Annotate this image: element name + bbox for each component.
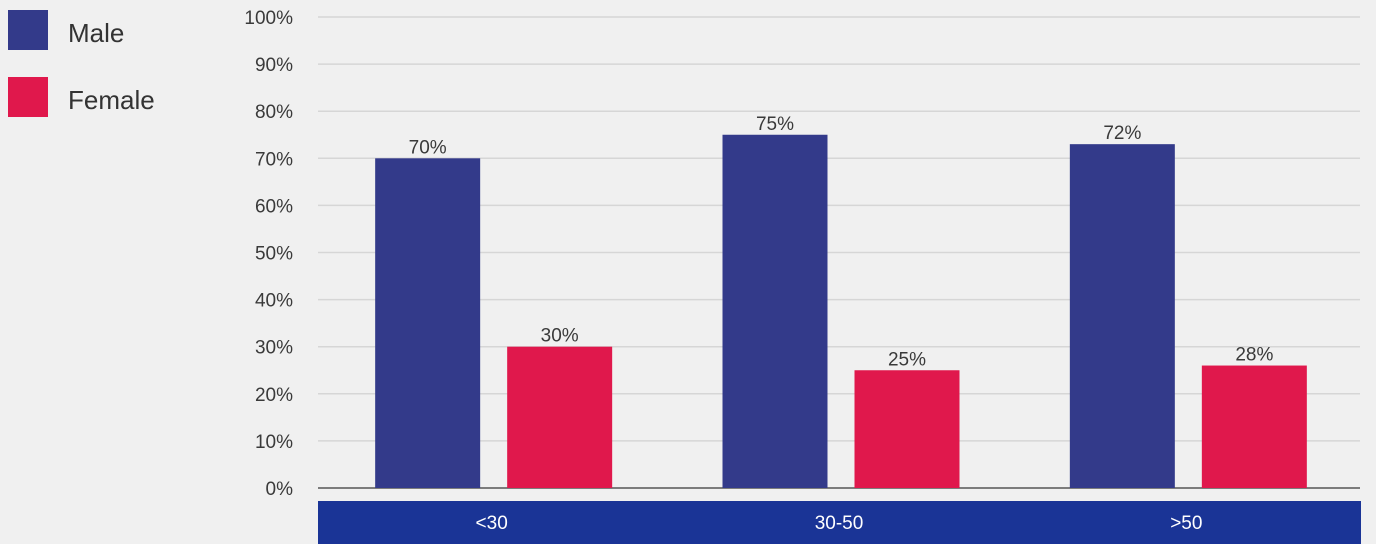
legend-label-male: Male [68, 18, 124, 48]
x-tick-label: >50 [1170, 513, 1202, 534]
bar-female [1201, 365, 1307, 488]
data-label: 72% [1103, 123, 1141, 144]
x-tick-label: 30-50 [815, 513, 864, 534]
bar-female [507, 346, 613, 488]
y-tick-label: 100% [244, 8, 293, 29]
y-tick-label: 70% [255, 149, 293, 170]
legend-swatch-male [8, 10, 48, 50]
bar-male [375, 158, 481, 489]
data-label: 30% [541, 326, 579, 347]
y-tick-label: 60% [255, 196, 293, 217]
y-tick-label: 40% [255, 291, 293, 312]
bar-male [1069, 144, 1175, 489]
x-tick-label: <30 [476, 513, 508, 534]
y-tick-label: 20% [255, 385, 293, 406]
y-tick-label: 50% [255, 244, 293, 265]
y-tick-label: 10% [255, 432, 293, 453]
y-tick-label: 90% [255, 55, 293, 76]
y-tick-label: 80% [255, 102, 293, 123]
legend-label-female: Female [68, 85, 155, 115]
y-tick-label: 0% [266, 479, 294, 500]
data-label: 25% [888, 349, 926, 370]
data-label: 75% [756, 114, 794, 135]
data-label: 28% [1235, 345, 1273, 366]
bar-female [854, 370, 960, 488]
category-band [318, 501, 1361, 544]
y-tick-label: 30% [255, 338, 293, 359]
data-label: 70% [409, 137, 447, 158]
legend-swatch-female [8, 77, 48, 117]
bar-male [722, 134, 828, 488]
